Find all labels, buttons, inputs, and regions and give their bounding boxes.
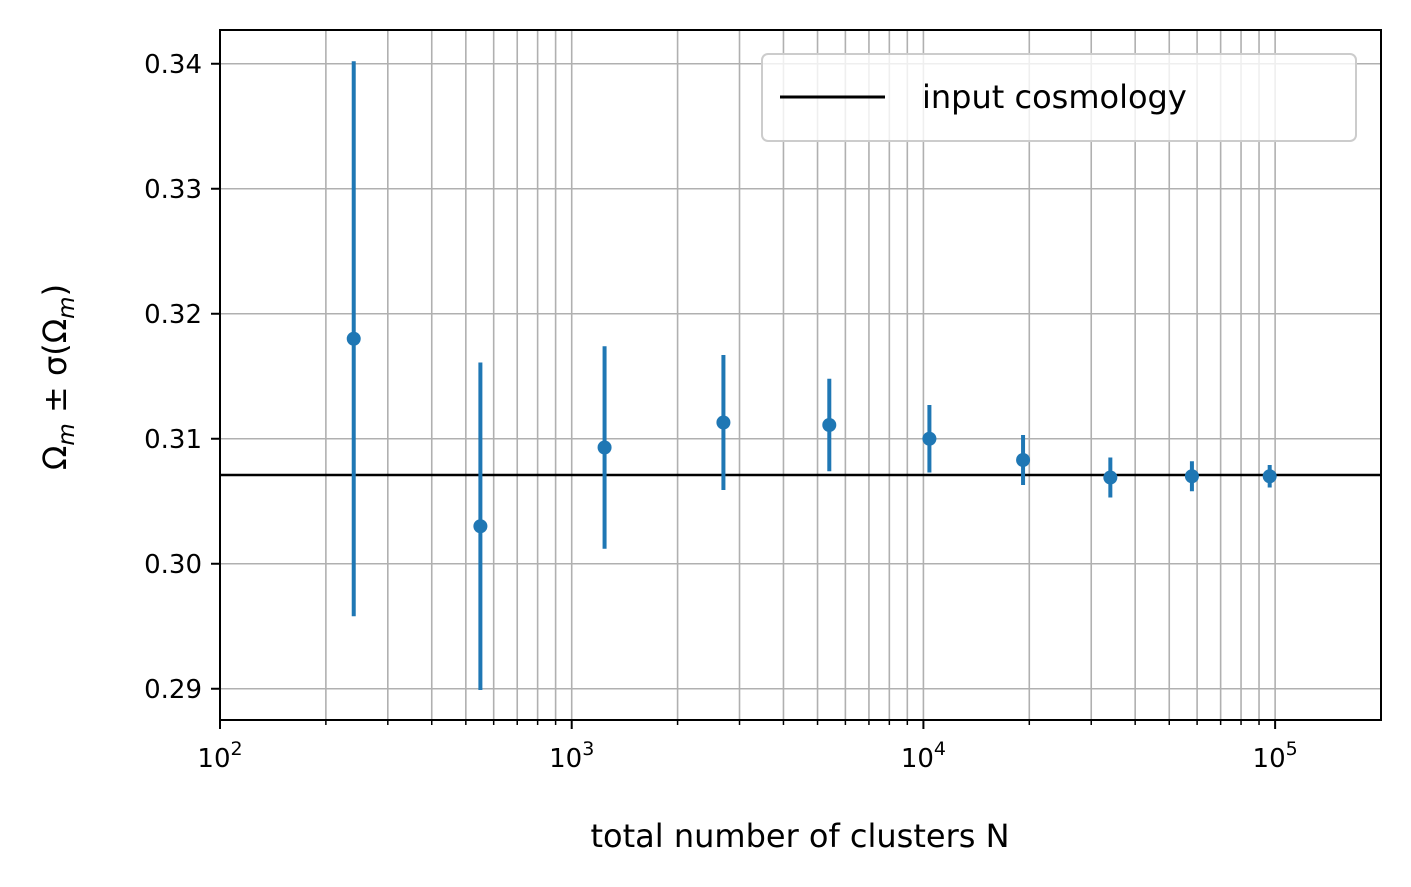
y-axis-title-close: ) [36,284,74,296]
y-tick-label: 0.31 [144,425,202,455]
grid-lines [219,30,1381,720]
data-point [922,431,937,446]
data-series [346,61,1277,690]
data-point [1262,469,1277,484]
data-point [822,418,837,432]
y-tick-label: 0.29 [144,675,202,705]
x-tick-label: 104 [901,738,946,774]
x-axis-title: total number of clusters N [590,817,1009,855]
y-axis-ticks: 0.29 0.30 0.31 0.32 0.33 0.34 [144,50,220,705]
data-point [1184,469,1199,484]
x-tick-label: 102 [197,738,242,774]
x-axis-ticks: 102 103 104 105 [197,720,1298,774]
data-point [1103,470,1118,485]
data-point [716,415,731,430]
legend: input cosmology [761,53,1357,142]
data-point [1016,453,1031,467]
y-axis-title: Ωm ± σ(Ωm) [36,284,80,470]
data-point [473,519,488,534]
y-tick-label: 0.34 [144,50,202,80]
y-tick-label: 0.33 [144,175,202,205]
y-axis-title-sub-m2: m [54,296,80,318]
y-tick-label: 0.32 [144,300,202,330]
data-point [346,331,361,346]
legend-label: input cosmology [922,78,1187,116]
x-tick-label: 103 [549,738,594,774]
y-axis-title-sub-m: m [54,423,80,445]
legend-box [761,53,1357,142]
x-tick-label: 105 [1253,738,1298,774]
y-axis-title-pm-sigma: ± σ(Ω [36,319,74,423]
y-tick-label: 0.30 [144,550,202,580]
data-point [597,440,612,455]
y-axis-title-omega: Ω [36,446,74,470]
plot-area-frame [219,29,1382,721]
